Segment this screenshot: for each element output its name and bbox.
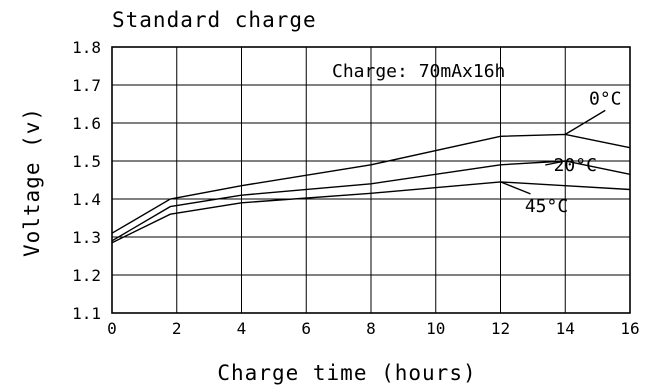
- series-leader-line: [500, 181, 531, 195]
- y-tick-label: 1.3: [72, 228, 101, 247]
- series-line-1: [111, 160, 631, 242]
- x-tick-label: 16: [620, 319, 639, 338]
- charge-annotation: Charge: 70mAx16h: [332, 61, 505, 82]
- x-tick-label: 14: [556, 319, 575, 338]
- y-tick-label: 1.5: [72, 152, 101, 171]
- x-tick-label: 2: [172, 319, 182, 338]
- series-label: 20°C: [554, 155, 597, 176]
- y-axis-label: Voltage (v): [20, 107, 44, 257]
- series-labels: 0°C 20°C 45°C: [500, 88, 622, 217]
- y-tick-label: 1.2: [72, 266, 101, 285]
- y-tick-label: 1.1: [72, 304, 101, 323]
- x-tick-label: 8: [366, 319, 376, 338]
- x-tick-label: 12: [491, 319, 510, 338]
- series-label: 45°C: [525, 196, 568, 217]
- y-tick-label: 1.8: [72, 38, 101, 57]
- series-label: 0°C: [589, 88, 622, 109]
- series-line-2: [111, 181, 631, 244]
- x-axis-ticks: 0 2 4 6 8 10 12 14 16: [107, 319, 639, 338]
- y-tick-label: 1.6: [72, 114, 101, 133]
- x-tick-label: 4: [237, 319, 247, 338]
- chart-title: Standard charge: [112, 8, 317, 32]
- y-tick-label: 1.4: [72, 190, 101, 209]
- grid: [111, 46, 631, 314]
- y-tick-label: 1.7: [72, 76, 101, 95]
- x-tick-label: 10: [426, 319, 445, 338]
- plot-frame: [111, 46, 631, 314]
- series-leader-line: [564, 109, 606, 136]
- y-axis-ticks: 1.1 1.2 1.3 1.4 1.5 1.6 1.7 1.8: [72, 38, 101, 323]
- x-axis-label: Charge time (hours): [217, 361, 476, 385]
- series-leader-line: [545, 160, 566, 166]
- x-tick-label: 6: [301, 319, 311, 338]
- x-tick-label: 0: [107, 319, 117, 338]
